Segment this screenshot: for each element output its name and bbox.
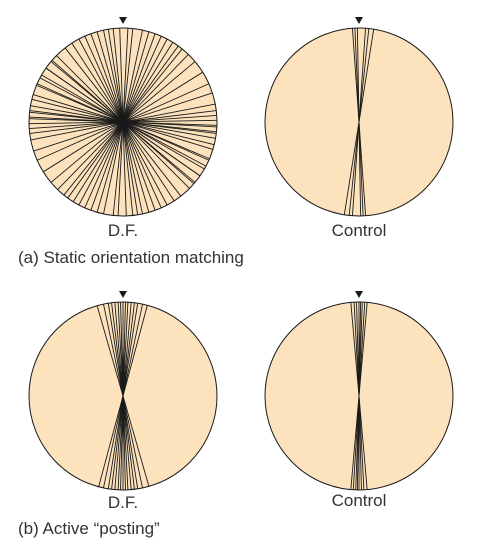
disc-a-control-label: Control <box>332 221 387 240</box>
orientation-line <box>51 59 195 185</box>
disc-b-control-lines <box>350 302 368 490</box>
down-triangle-icon <box>119 17 127 24</box>
disc-b-df-lines <box>96 302 150 490</box>
disc-b-df: D.F. <box>28 291 218 512</box>
disc-a-control-lines <box>343 28 375 216</box>
panel-b: D.F. Control (b) Active “posting” <box>18 291 454 538</box>
disc-b-control-label: Control <box>332 491 387 510</box>
disc-b-control: Control <box>264 291 454 510</box>
disc-a-df-lines <box>29 28 217 216</box>
caption-a: (a) Static orientation matching <box>18 248 244 267</box>
orientation-line <box>98 305 148 487</box>
down-triangle-icon <box>119 291 127 298</box>
disc-b-df-label: D.F. <box>108 493 138 512</box>
panel-a: D.F. Control (a) Static orientation matc… <box>18 17 454 267</box>
orientation-line <box>350 302 368 490</box>
down-triangle-icon <box>355 17 363 24</box>
disc-a-df-label: D.F. <box>108 221 138 240</box>
down-triangle-icon <box>355 291 363 298</box>
disc-a-control: Control <box>264 17 454 240</box>
orientation-line <box>343 29 375 215</box>
disc-a-df: D.F. <box>28 17 218 240</box>
caption-b: (b) Active “posting” <box>18 519 160 538</box>
